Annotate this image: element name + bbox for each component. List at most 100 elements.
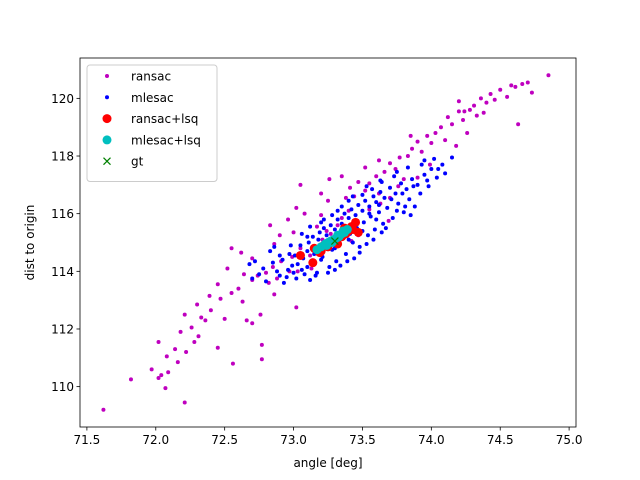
data-point [492,97,497,102]
data-point [286,217,291,222]
data-point [370,187,375,192]
legend-label: gt [131,155,144,169]
data-point [456,109,461,114]
data-point [196,334,201,339]
data-point [338,263,343,268]
data-point [484,100,489,105]
data-point [346,237,351,242]
y-tick-label: 110 [51,380,74,394]
data-point [474,113,479,118]
data-point [403,204,408,209]
data-point [353,213,358,218]
legend-item: ransac+lsq [102,112,198,126]
data-point [425,178,430,183]
legend-item: gt [103,155,144,169]
x-tick-label: 74.5 [487,433,514,447]
legend-label: ransac+lsq [131,112,198,126]
data-point [287,252,292,257]
data-point [308,258,318,268]
data-point [324,228,329,233]
data-point [396,184,401,189]
data-point [236,286,241,291]
data-point [408,213,413,218]
data-point [348,185,353,190]
data-point [371,194,376,199]
data-point [319,191,324,196]
y-tick-label: 116 [51,207,74,221]
data-point [305,249,310,254]
data-point [349,207,354,212]
data-point [389,197,394,202]
data-point [272,241,277,246]
data-point [407,197,412,202]
data-point [357,244,362,249]
data-point [345,259,350,264]
data-point [415,182,420,187]
data-point [374,174,379,179]
legend-label: ransac [131,70,171,84]
data-point [259,342,264,347]
data-point [298,182,303,187]
data-point [415,139,420,144]
data-point [291,270,296,275]
data-point [350,194,355,199]
data-point [294,305,299,310]
data-point [404,187,409,192]
data-point [334,259,339,264]
data-point [240,299,245,304]
data-point [335,217,340,222]
data-point [335,208,340,213]
data-point [175,360,180,365]
data-point [462,109,467,114]
data-point [396,201,401,206]
data-point [367,207,372,212]
data-point [182,400,187,405]
data-point [103,157,111,166]
data-point [270,265,275,270]
data-point [294,205,299,210]
data-point [239,250,244,255]
data-point [438,125,443,130]
data-point [408,133,413,138]
data-point [281,280,286,285]
data-point [394,208,399,213]
data-point [327,238,337,247]
x-tick-label: 73.5 [349,433,376,447]
data-point [166,370,171,375]
data-point [390,215,395,220]
data-point [321,226,326,231]
tick-group: 71.5 72.0 72.5 73.0 73.5 74.0 74.5 75.0 110 112 11… [51,92,582,447]
data-point [386,218,391,223]
data-point [513,84,518,89]
data-point [310,234,315,239]
data-point [456,99,461,104]
data-point [247,262,252,267]
data-point [173,347,178,352]
data-point [465,130,470,135]
legend-label: mlesac [131,91,174,105]
data-point [317,230,322,235]
data-point [290,263,295,268]
y-tick-label: 112 [51,322,74,336]
data-point [378,178,383,183]
y-tick-label: 114 [51,265,74,279]
data-point [184,350,189,355]
data-point [319,220,324,225]
data-point [383,226,388,231]
data-point [241,272,246,277]
data-point [229,290,234,295]
data-point [415,175,420,180]
data-point [443,171,448,176]
data-point [294,276,299,281]
data-point [376,158,381,163]
data-point [371,237,376,242]
data-point [192,339,197,344]
data-point [411,184,416,189]
data-point [328,231,333,236]
data-point [365,233,370,238]
data-point [215,345,220,350]
x-tick-label: 72.5 [211,433,238,447]
data-point [450,122,454,127]
data-point [288,243,293,248]
